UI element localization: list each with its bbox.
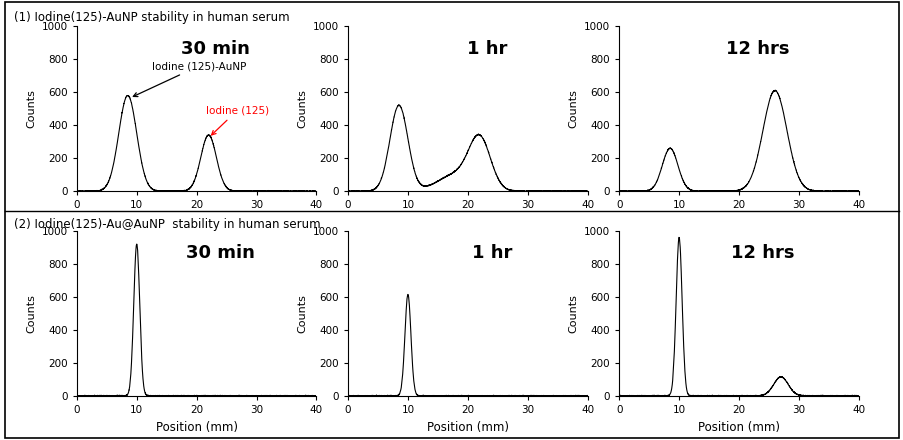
Y-axis label: Counts: Counts — [568, 89, 578, 128]
Text: 1 hr: 1 hr — [471, 244, 511, 262]
Text: Iodine (125)-AuNP: Iodine (125)-AuNP — [133, 61, 246, 96]
Text: 12 hrs: 12 hrs — [731, 244, 794, 262]
Y-axis label: Counts: Counts — [568, 294, 578, 333]
X-axis label: Position (mm): Position (mm) — [697, 421, 779, 433]
Text: (1) Iodine(125)-AuNP stability in human serum: (1) Iodine(125)-AuNP stability in human … — [14, 11, 289, 24]
X-axis label: Position (mm): Position (mm) — [155, 421, 237, 433]
X-axis label: Position (mm): Position (mm) — [426, 421, 508, 433]
Y-axis label: Counts: Counts — [297, 89, 307, 128]
Text: (2) Iodine(125)-Au@AuNP  stability in human serum: (2) Iodine(125)-Au@AuNP stability in hum… — [14, 218, 320, 231]
Y-axis label: Counts: Counts — [297, 294, 307, 333]
Text: 30 min: 30 min — [182, 40, 250, 58]
Y-axis label: Counts: Counts — [26, 89, 36, 128]
Text: Iodine (125): Iodine (125) — [205, 106, 268, 135]
Text: 30 min: 30 min — [186, 244, 255, 262]
Text: 12 hrs: 12 hrs — [726, 40, 789, 58]
Y-axis label: Counts: Counts — [26, 294, 36, 333]
Text: 1 hr: 1 hr — [466, 40, 507, 58]
